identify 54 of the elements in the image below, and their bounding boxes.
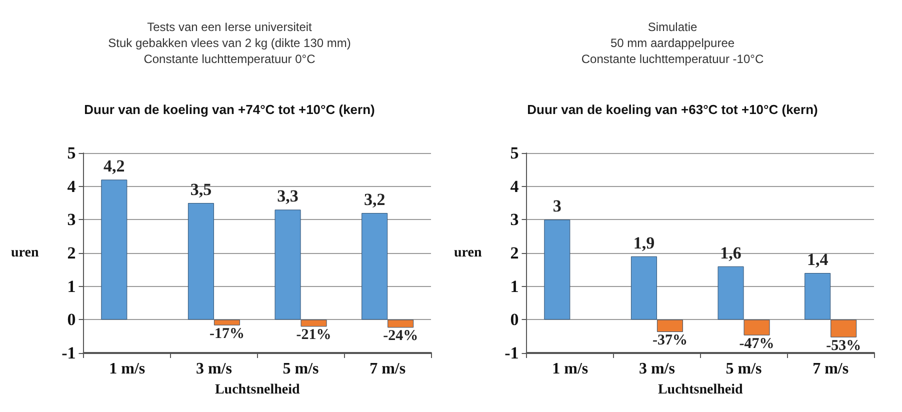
data-label: 1,4: [806, 250, 829, 269]
y-tick-label: 5: [67, 144, 76, 162]
y-tick-label: 3: [510, 210, 519, 230]
bar: [656, 320, 683, 332]
x-tick-label: 7 m/s: [812, 360, 849, 378]
data-label: -47%: [739, 336, 774, 352]
bar: [830, 320, 857, 338]
data-label: 1,9: [633, 233, 655, 252]
bar: [544, 220, 570, 320]
data-label: -17%: [209, 326, 244, 342]
y-tick-label: 0: [510, 310, 519, 330]
y-tick-label: 0: [67, 310, 76, 330]
data-label: 4,2: [104, 156, 125, 176]
chart-subtitle: Tests van een Ierse universiteit Stuk gebakken vlees van 2 kg (dikte 130 mm) Constante luchttemperatuur 0°C: [108, 20, 351, 66]
y-tick-label: 4: [67, 176, 76, 196]
chart-title: Duur van de koeling van +74°C tot +10°C (kern): [84, 102, 375, 117]
y-tick-label: 1: [67, 276, 76, 296]
bar: [804, 273, 831, 320]
data-label: -37%: [652, 332, 688, 348]
x-axis-title: Luchtsnelheid: [214, 382, 300, 398]
x-tick-label: 1 m/s: [552, 360, 588, 378]
bar: [101, 180, 128, 320]
bar: [388, 320, 414, 328]
bar: [362, 213, 388, 320]
chart-subtitle: Simulatie 50 mm aardappelpuree Constante luchttemperatuur -10°C: [581, 20, 764, 66]
y-axis-title: uren: [454, 246, 482, 260]
data-label: 3: [552, 196, 562, 216]
y-tick-label: 4: [510, 176, 520, 196]
data-label: 3,3: [277, 186, 298, 206]
x-tick-label: 1 m/s: [109, 360, 146, 378]
y-tick-label: 2: [510, 244, 519, 262]
data-label: 3,2: [364, 190, 386, 209]
y-tick-label: 3: [67, 210, 76, 230]
x-tick-label: 3 m/s: [638, 360, 675, 378]
y-tick-label: 1: [510, 276, 519, 296]
bar: [630, 256, 657, 320]
x-tick-label: 5 m/s: [282, 360, 319, 378]
y-tick-label: 2: [67, 244, 76, 262]
x-tick-label: 5 m/s: [726, 360, 762, 378]
y-tick-label: -1: [62, 344, 76, 362]
data-label: -24%: [383, 328, 418, 344]
y-tick-label: -1: [504, 344, 519, 362]
chart-title: Duur van de koeling van +63°C tot +10°C (kern): [527, 102, 818, 117]
bar: [188, 203, 214, 320]
x-tick-label: 3 m/s: [196, 360, 232, 378]
bar: [214, 320, 240, 326]
x-axis-title: Luchtsnelheid: [658, 382, 743, 398]
y-tick-label: 5: [510, 144, 519, 162]
data-label: 3,5: [190, 180, 212, 199]
data-label: -53%: [826, 338, 862, 354]
y-axis-title: uren: [10, 246, 39, 260]
data-label: -21%: [296, 327, 332, 344]
data-label: 1,6: [720, 243, 742, 262]
x-tick-label: 7 m/s: [370, 360, 406, 378]
